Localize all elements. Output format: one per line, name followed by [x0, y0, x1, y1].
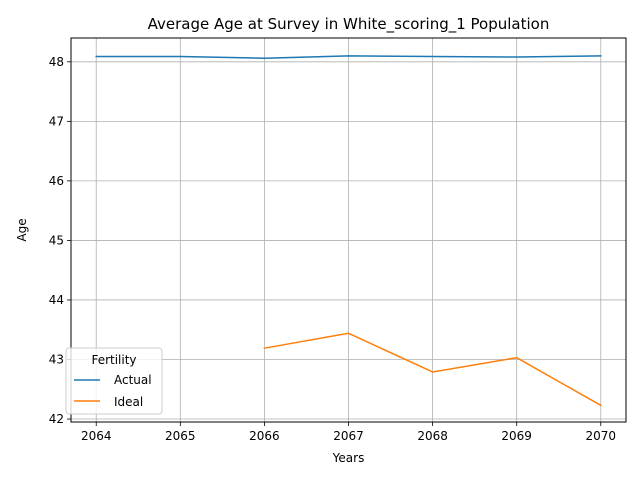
x-tick-label: 2066	[249, 429, 280, 443]
x-tick-label: 2069	[501, 429, 532, 443]
legend: Fertility Actual Ideal	[65, 347, 163, 415]
legend-label-ideal: Ideal	[114, 395, 143, 409]
y-axis-label: Age	[15, 218, 29, 241]
y-tick-label: 43	[49, 352, 64, 366]
y-tick-label: 42	[49, 412, 64, 426]
x-tick-label: 2064	[81, 429, 112, 443]
y-tick-label: 46	[49, 174, 64, 188]
x-tick-label: 2067	[333, 429, 364, 443]
x-axis-label: Years	[332, 451, 365, 465]
x-tick-label: 2070	[585, 429, 616, 443]
grid-lines	[71, 38, 626, 422]
legend-box	[65, 347, 163, 415]
x-tick-label: 2068	[417, 429, 448, 443]
series-lines	[95, 55, 602, 407]
y-tick-label: 47	[49, 114, 64, 128]
series-line-ideal	[263, 332, 602, 407]
y-tick-label: 48	[49, 55, 64, 69]
series-line-actual	[95, 55, 602, 59]
legend-title: Fertility	[91, 353, 136, 367]
axis-ticks: 2064 2065 2066 2067 2068 2069 2070 42 43 44 45 46 47…	[49, 55, 616, 443]
x-tick-label: 2065	[165, 429, 196, 443]
y-tick-label: 45	[49, 233, 64, 247]
legend-label-actual: Actual	[114, 373, 152, 387]
y-tick-label: 44	[49, 293, 64, 307]
chart-title: Average Age at Survey in White_scoring_1…	[148, 15, 550, 34]
